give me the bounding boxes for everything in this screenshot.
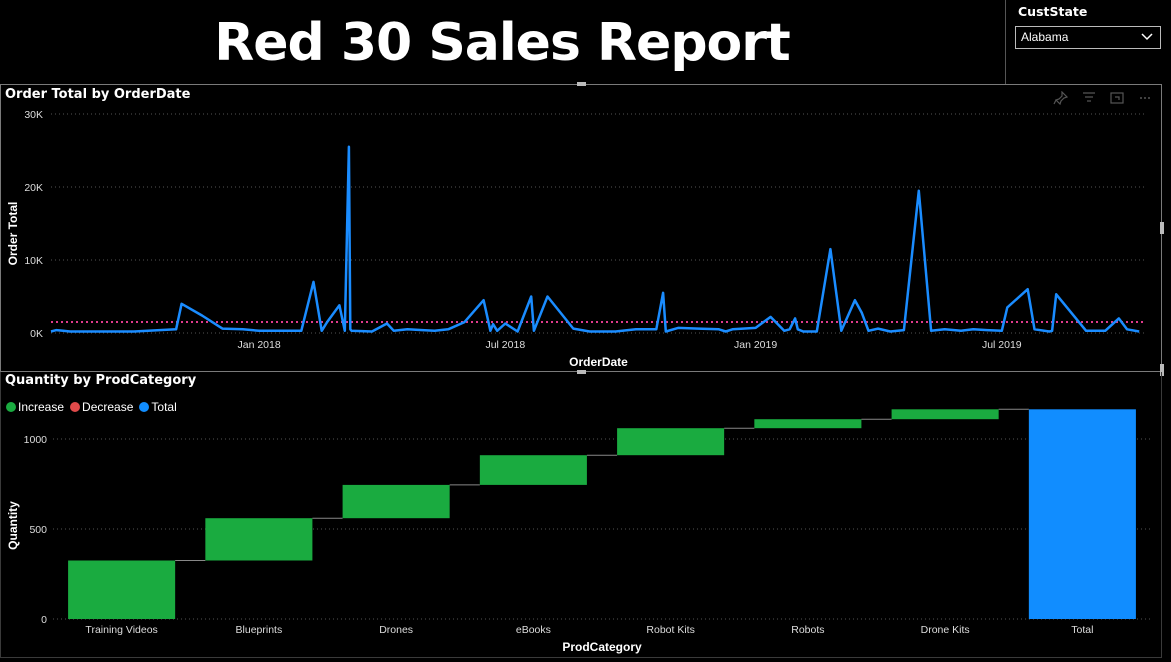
y-tick-label: 30K [24,109,43,121]
line-chart-title: Order Total by OrderDate [5,87,191,102]
y-tick-label: 0 [41,614,47,626]
filter-icon[interactable] [1081,91,1097,105]
visual-header-icons [1053,91,1153,105]
custstate-slicer: CustState Alabama [1005,0,1165,84]
legend-decrease-marker [70,402,81,412]
x-category-label: Total [1071,624,1093,636]
x-tick-label: Jan 2019 [734,339,777,351]
chevron-down-icon [1141,33,1153,41]
y-axis-title: Order Total [6,202,20,266]
increase-bar[interactable] [479,455,587,485]
line-chart-visual[interactable]: Order Total by OrderDate 0K 10K 20K 30K Jan … [0,84,1162,372]
slicer-label: CustState [1018,4,1088,19]
x-tick-label: Jul 2019 [982,339,1022,351]
resize-handle-middle[interactable] [577,370,586,374]
y-tick-label: 20K [24,182,43,194]
x-tick-label: Jan 2018 [238,339,281,351]
order-total-series-line[interactable] [50,145,1140,333]
x-axis-title: OrderDate [569,355,628,369]
x-category-label: Drones [379,624,413,636]
resize-handle-right[interactable] [1160,222,1164,234]
waterfall-chart-svg: 0 500 1000 Quantity ProdCategory Training Vid… [6,408,1151,654]
increase-bar[interactable] [68,560,176,620]
increase-bar[interactable] [891,409,999,420]
line-chart-svg: 0K 10K 20K 30K Jan 2018 Jul 2018 Jan 2019 Jul 2… [6,109,1146,369]
resize-handle-top[interactable] [577,82,586,86]
x-category-label: Drone Kits [921,624,970,636]
y-tick-label: 0K [30,328,43,340]
waterfall-legend: Increase Decrease Total [6,400,177,414]
y-axis-title: Quantity [6,501,20,550]
legend-increase-marker [6,402,16,412]
resize-handle-right-bottom[interactable] [1160,364,1164,376]
increase-bar[interactable] [205,518,313,561]
legend-increase-label: Increase [18,400,65,414]
focus-mode-icon[interactable] [1109,91,1125,105]
x-tick-label: Jul 2018 [485,339,525,351]
y-tick-label: 1000 [24,434,48,446]
x-axis-title: ProdCategory [562,640,642,654]
x-category-label: Robot Kits [646,624,694,636]
custstate-dropdown[interactable]: Alabama [1015,26,1161,49]
y-tick-label: 10K [24,255,43,267]
x-category-label: Training Videos [85,624,157,636]
increase-bar[interactable] [754,419,862,429]
x-category-label: Robots [791,624,824,636]
pin-icon[interactable] [1053,91,1069,105]
more-options-icon[interactable] [1137,91,1153,105]
increase-bar[interactable] [342,484,450,519]
legend-decrease[interactable]: Decrease [70,400,133,414]
legend-total-marker [139,402,150,412]
total-bar[interactable] [1028,409,1136,619]
waterfall-chart-title: Quantity by ProdCategory [5,373,197,388]
y-tick-label: 500 [29,524,47,536]
increase-bar[interactable] [617,428,725,456]
legend-total-label: Total [151,400,177,414]
waterfall-chart-visual[interactable]: Quantity by ProdCategory Increase Decrea… [0,372,1162,658]
legend-total[interactable]: Total [139,400,177,414]
x-category-label: eBooks [516,624,551,636]
legend-increase[interactable]: Increase [6,400,64,414]
legend-decrease-label: Decrease [82,400,134,414]
report-title: Red 30 Sales Report [214,13,791,73]
x-category-label: Blueprints [236,624,283,636]
slicer-selected-value: Alabama [1021,30,1069,44]
